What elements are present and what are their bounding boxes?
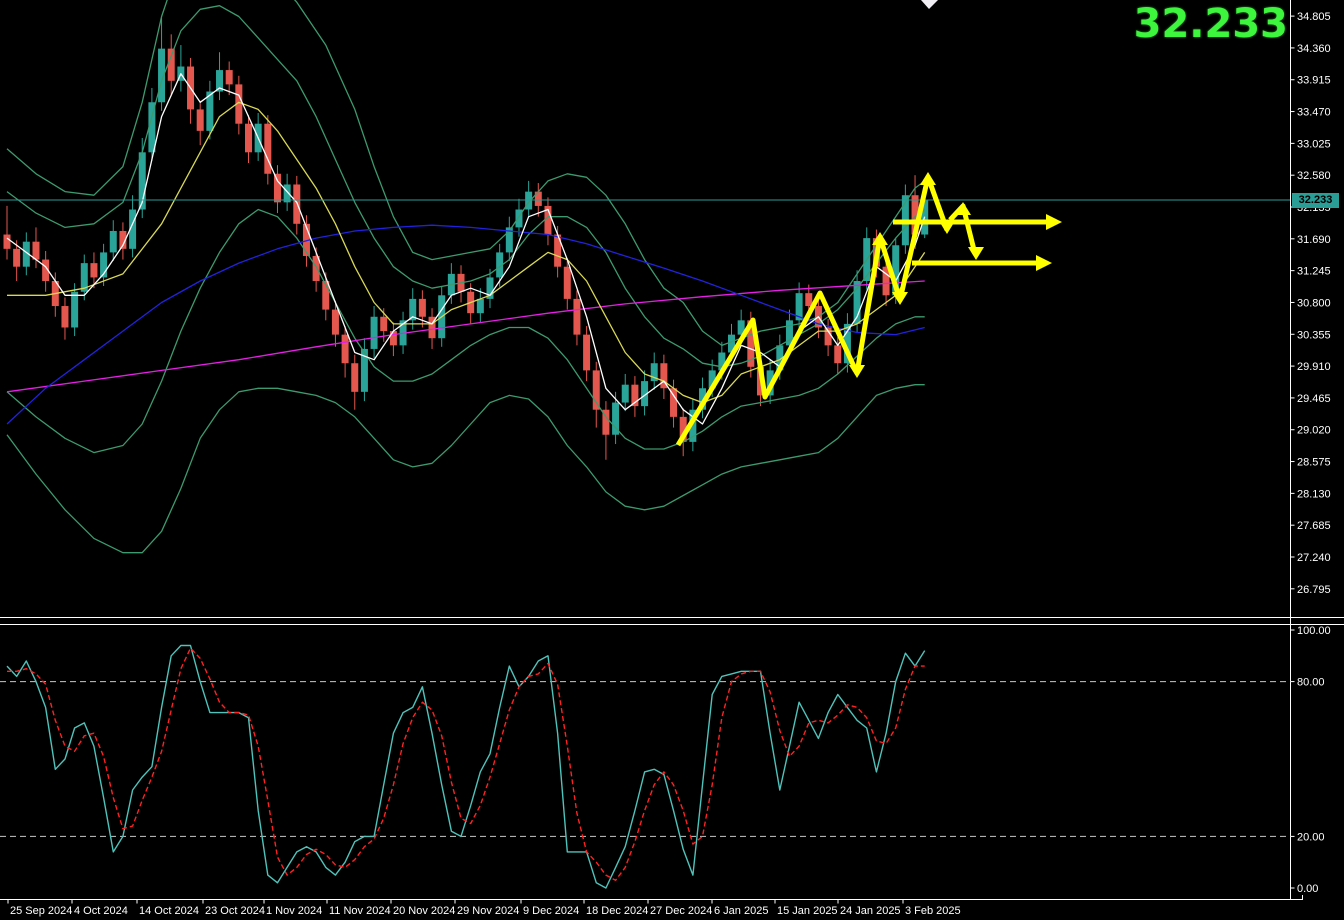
svg-text:31.690: 31.690 xyxy=(1297,234,1331,246)
svg-text:0.00: 0.00 xyxy=(1297,883,1318,895)
current-price-tag: 32.233 xyxy=(1292,193,1339,208)
current-price-display: 32.233 xyxy=(1133,1,1288,47)
svg-text:33.470: 33.470 xyxy=(1297,107,1331,119)
svg-text:27.240: 27.240 xyxy=(1297,552,1331,564)
ma-white-fast xyxy=(6,73,926,425)
ma-blue-long xyxy=(6,224,925,425)
svg-text:18 Dec 2024: 18 Dec 2024 xyxy=(586,905,648,917)
band-inner-lower xyxy=(6,208,925,454)
svg-text:25 Sep 2024: 25 Sep 2024 xyxy=(10,905,72,917)
svg-text:26.795: 26.795 xyxy=(1297,584,1331,596)
band-outer-upper xyxy=(6,0,926,347)
svg-text:34.805: 34.805 xyxy=(1297,11,1331,23)
svg-text:30.355: 30.355 xyxy=(1297,329,1331,341)
svg-text:20.00: 20.00 xyxy=(1297,831,1325,843)
svg-text:31.245: 31.245 xyxy=(1297,266,1331,278)
white-down-arrow-marker xyxy=(921,0,938,9)
svg-text:11 Nov 2024: 11 Nov 2024 xyxy=(329,905,391,917)
svg-text:29.020: 29.020 xyxy=(1297,425,1331,437)
svg-text:80.00: 80.00 xyxy=(1297,677,1325,689)
zigzag-arrow-annotation-small xyxy=(948,202,984,260)
svg-text:23 Oct 2024: 23 Oct 2024 xyxy=(205,905,265,917)
indicator-axis-labels: 100.00 80.00 20.00 0.00 xyxy=(1290,625,1331,895)
svg-text:33.025: 33.025 xyxy=(1297,138,1331,150)
horizontal-arrow-annotation xyxy=(912,255,1052,271)
stochastic-d-line xyxy=(7,647,925,881)
svg-text:29.910: 29.910 xyxy=(1297,361,1331,373)
ma-magenta-slow xyxy=(6,280,925,393)
svg-text:24 Jan 2025: 24 Jan 2025 xyxy=(840,905,901,917)
svg-text:20 Nov 2024: 20 Nov 2024 xyxy=(393,905,455,917)
svg-text:6 Jan 2025: 6 Jan 2025 xyxy=(714,905,768,917)
svg-text:30.800: 30.800 xyxy=(1297,297,1331,309)
horizontal-arrow-annotation xyxy=(893,214,1062,230)
candles-layer xyxy=(3,16,929,460)
svg-text:28.575: 28.575 xyxy=(1297,457,1331,469)
stochastic-panel xyxy=(0,644,1291,889)
svg-text:34.360: 34.360 xyxy=(1297,43,1331,55)
svg-text:3 Feb 2025: 3 Feb 2025 xyxy=(905,905,961,917)
svg-text:15 Jan 2025: 15 Jan 2025 xyxy=(777,905,838,917)
price-overlays-layer xyxy=(6,0,926,554)
svg-text:4 Oct 2024: 4 Oct 2024 xyxy=(74,905,128,917)
time-axis-labels: 25 Sep 2024 4 Oct 2024 14 Oct 2024 23 Oct 2… xyxy=(7,899,961,917)
svg-text:27 Dec 2024: 27 Dec 2024 xyxy=(650,905,712,917)
svg-text:9 Dec 2024: 9 Dec 2024 xyxy=(523,905,579,917)
svg-text:27.685: 27.685 xyxy=(1297,520,1331,532)
svg-text:14 Oct 2024: 14 Oct 2024 xyxy=(139,905,199,917)
band-inner-upper xyxy=(6,5,926,368)
axes-layer xyxy=(0,0,1344,900)
svg-text:1 Nov 2024: 1 Nov 2024 xyxy=(266,905,322,917)
svg-text:32.580: 32.580 xyxy=(1297,170,1331,182)
price-axis-labels: 34.80534.36033.91533.47033.02532.58032.1… xyxy=(1290,11,1331,596)
svg-text:28.130: 28.130 xyxy=(1297,488,1331,500)
annotations-layer xyxy=(675,172,1062,447)
svg-text:33.915: 33.915 xyxy=(1297,75,1331,87)
svg-text:29.465: 29.465 xyxy=(1297,393,1331,405)
zigzag-arrow-annotation xyxy=(675,172,955,447)
svg-text:100.00: 100.00 xyxy=(1297,625,1331,637)
band-outer-lower xyxy=(6,384,925,554)
svg-text:29 Nov 2024: 29 Nov 2024 xyxy=(457,905,519,917)
